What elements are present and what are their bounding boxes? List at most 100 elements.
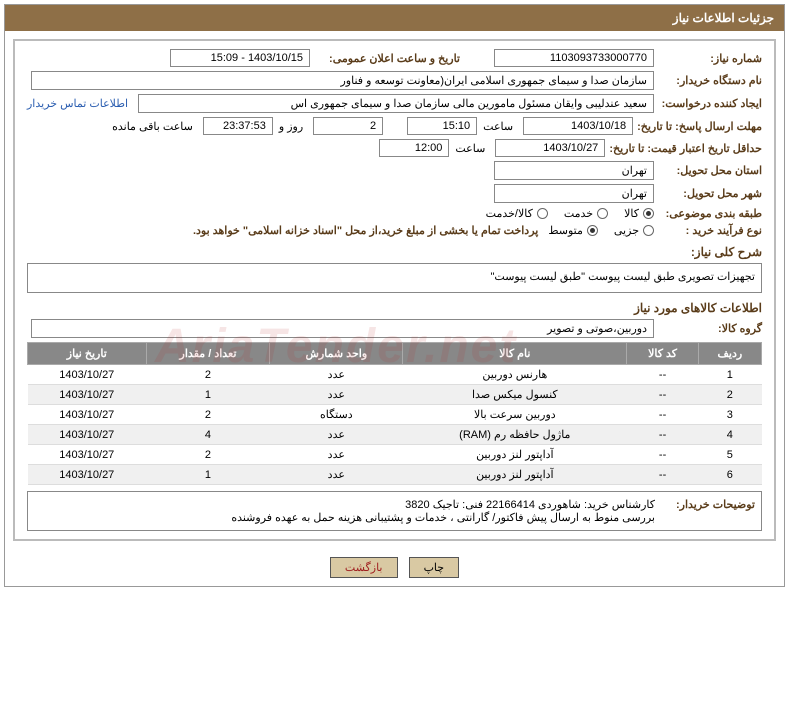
table-cell: 2 (146, 445, 270, 465)
contact-link[interactable]: اطلاعات تماس خریدار (27, 97, 128, 110)
table-cell: آداپتور لنز دوربین (403, 465, 627, 485)
table-cell: -- (627, 405, 698, 425)
city-label: شهر محل تحویل: (654, 187, 762, 200)
buyer-notes-line1: کارشناس خرید: شاهوردی 22166414 فنی: تاجی… (231, 498, 655, 511)
radio-goods[interactable] (643, 208, 654, 219)
validity-label: حداقل تاریخ اعتبار قیمت: تا تاریخ: (605, 142, 762, 155)
table-cell: -- (627, 365, 698, 385)
table-cell: 6 (698, 465, 761, 485)
radio-both[interactable] (537, 208, 548, 219)
buyer-notes-label: توضیحات خریدار: (655, 498, 755, 524)
table-cell: 1403/10/27 (28, 365, 147, 385)
back-button[interactable]: بازگشت (330, 557, 398, 578)
group-label: گروه کالا: (654, 322, 762, 335)
radio-medium[interactable] (587, 225, 598, 236)
table-cell: -- (627, 425, 698, 445)
goods-table: ردیفکد کالانام کالاواحد شمارشتعداد / مقد… (27, 342, 762, 485)
group-value: دوربین،صوتی و تصویر (31, 319, 654, 338)
table-header: نام کالا (403, 343, 627, 365)
table-cell: 3 (698, 405, 761, 425)
time-label-2: ساعت (455, 142, 485, 155)
table-header: ردیف (698, 343, 761, 365)
time-label-1: ساعت (483, 120, 513, 133)
table-row: 3--دوربین سرعت بالادستگاه21403/10/27 (28, 405, 762, 425)
table-cell: 1 (146, 385, 270, 405)
buyer-notes-line2: بررسی منوط به ارسال پیش فاکتور/ گارانتی … (231, 511, 655, 524)
radio-partial[interactable] (643, 225, 654, 236)
page-header: جزئیات اطلاعات نیاز (5, 5, 784, 31)
table-cell: 5 (698, 445, 761, 465)
validity-date: 1403/10/27 (495, 139, 605, 157)
desc-section-label: شرح کلی نیاز: (27, 245, 762, 259)
payment-note: پرداخت تمام یا بخشی از مبلغ خرید،از محل … (193, 224, 538, 237)
table-cell: 2 (698, 385, 761, 405)
table-row: 2--کنسول میکس صداعدد11403/10/27 (28, 385, 762, 405)
table-row: 5--آداپتور لنز دوربینعدد21403/10/27 (28, 445, 762, 465)
buyer-org-label: نام دستگاه خریدار: (654, 74, 762, 87)
radio-service[interactable] (597, 208, 608, 219)
countdown: 23:37:53 (203, 117, 273, 135)
table-cell: عدد (270, 465, 403, 485)
days-label: روز و (279, 120, 303, 133)
table-cell: -- (627, 385, 698, 405)
table-cell: عدد (270, 445, 403, 465)
process-label: نوع فرآیند خرید : (654, 224, 762, 237)
table-cell: 4 (146, 425, 270, 445)
table-cell: عدد (270, 425, 403, 445)
validity-time: 12:00 (379, 139, 449, 157)
city-value: تهران (494, 184, 654, 203)
days-remaining: 2 (313, 117, 383, 135)
table-cell: عدد (270, 385, 403, 405)
deadline-date: 1403/10/18 (523, 117, 633, 135)
table-header: تعداد / مقدار (146, 343, 270, 365)
table-cell: 1403/10/27 (28, 465, 147, 485)
table-header: کد کالا (627, 343, 698, 365)
table-cell: عدد (270, 365, 403, 385)
province-label: استان محل تحویل: (654, 164, 762, 177)
announce-label: تاریخ و ساعت اعلان عمومی: (310, 52, 460, 65)
table-row: 6--آداپتور لنز دوربینعدد11403/10/27 (28, 465, 762, 485)
table-cell: 1403/10/27 (28, 385, 147, 405)
radio-goods-label: کالا (624, 207, 639, 220)
table-cell: 4 (698, 425, 761, 445)
radio-both-label: کالا/خدمت (486, 207, 533, 220)
radio-medium-label: متوسط (548, 224, 583, 237)
table-cell: آداپتور لنز دوربین (403, 445, 627, 465)
table-cell: 2 (146, 405, 270, 425)
category-radios: کالا خدمت کالا/خدمت (486, 207, 654, 220)
desc-box: تجهیزات تصویری طبق لیست پیوست "طبق لیست … (27, 263, 762, 293)
table-cell: 1403/10/27 (28, 445, 147, 465)
table-cell: 1403/10/27 (28, 405, 147, 425)
requester-value: سعید عندلیبی وایقان مسئول مامورین مالی س… (138, 94, 654, 113)
table-cell: -- (627, 445, 698, 465)
table-cell: دستگاه (270, 405, 403, 425)
radio-service-label: خدمت (564, 207, 593, 220)
table-cell: 1 (146, 465, 270, 485)
print-button[interactable]: چاپ (409, 557, 460, 578)
goods-info-label: اطلاعات کالاهای مورد نیاز (27, 301, 762, 315)
table-cell: 2 (146, 365, 270, 385)
need-no-value: 1103093733000770 (494, 49, 654, 67)
table-row: 4--ماژول حافظه رم (RAM)عدد41403/10/27 (28, 425, 762, 445)
buyer-org-value: سازمان صدا و سیمای جمهوری اسلامی ایران(م… (31, 71, 654, 90)
table-cell: کنسول میکس صدا (403, 385, 627, 405)
announce-value: 1403/10/15 - 15:09 (170, 49, 310, 67)
province-value: تهران (494, 161, 654, 180)
table-cell: ماژول حافظه رم (RAM) (403, 425, 627, 445)
table-cell: 1403/10/27 (28, 425, 147, 445)
process-radios: جزیی متوسط (548, 224, 654, 237)
remain-label: ساعت باقی مانده (112, 120, 193, 133)
deadline-label: مهلت ارسال پاسخ: تا تاریخ: (633, 120, 762, 133)
buyer-notes-box: توضیحات خریدار: کارشناس خرید: شاهوردی 22… (27, 491, 762, 531)
radio-partial-label: جزیی (614, 224, 639, 237)
table-row: 1--هارنس دوربینعدد21403/10/27 (28, 365, 762, 385)
table-cell: -- (627, 465, 698, 485)
table-cell: 1 (698, 365, 761, 385)
table-header: واحد شمارش (270, 343, 403, 365)
table-cell: دوربین سرعت بالا (403, 405, 627, 425)
requester-label: ایجاد کننده درخواست: (654, 97, 762, 110)
need-no-label: شماره نیاز: (654, 52, 762, 65)
table-cell: هارنس دوربین (403, 365, 627, 385)
category-label: طبقه بندی موضوعی: (654, 207, 762, 220)
deadline-time: 15:10 (407, 117, 477, 135)
